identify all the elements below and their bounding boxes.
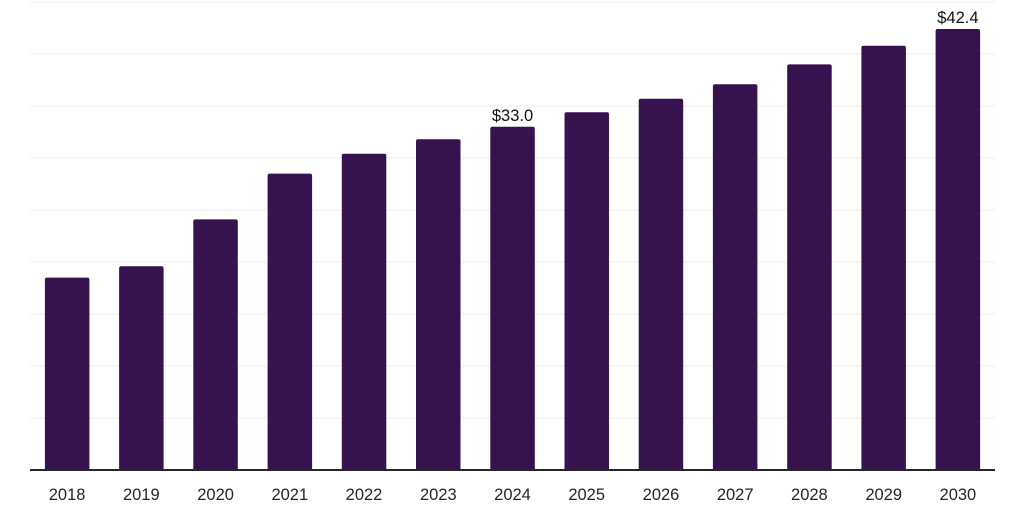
x-tick-label-2024: 2024	[494, 486, 531, 504]
x-tick-label-2028: 2028	[791, 486, 828, 504]
x-tick-label-2029: 2029	[865, 486, 902, 504]
x-axis: 2018 2019 2020 2021 2022 2023 2024 2025 2026 2027…	[30, 469, 995, 504]
bars	[44, 29, 981, 472]
bar-2026	[638, 98, 684, 471]
x-tick-label-2019: 2019	[123, 486, 160, 504]
x-tick-label-2025: 2025	[568, 486, 605, 504]
x-tick-label-2022: 2022	[346, 486, 383, 504]
x-tick-label-2027: 2027	[717, 486, 754, 504]
bar-2027	[712, 84, 758, 471]
x-tick-label-2020: 2020	[197, 486, 234, 504]
bar-value-label-2030: $42.4	[937, 9, 978, 27]
bar-2028	[787, 64, 832, 472]
bar-2025	[564, 112, 609, 471]
x-tick-label-2018: 2018	[49, 486, 86, 504]
x-tick-label-2026: 2026	[643, 486, 680, 504]
bar-2022	[341, 153, 387, 472]
bar-2023	[416, 139, 461, 472]
x-tick-label-2030: 2030	[940, 486, 977, 504]
x-tick-label-2021: 2021	[271, 486, 308, 504]
bar-2030	[935, 29, 981, 471]
bar-2021	[267, 173, 313, 471]
bar-2020	[193, 219, 238, 471]
bar-2019	[119, 266, 164, 471]
bar-2018	[44, 277, 90, 471]
bar-2024	[490, 126, 535, 472]
bar-value-label-2024: $33.0	[492, 107, 533, 125]
data-labels: $33.0 $42.4	[492, 9, 979, 125]
x-tick-label-2023: 2023	[420, 486, 457, 504]
bar-2029	[861, 45, 906, 471]
